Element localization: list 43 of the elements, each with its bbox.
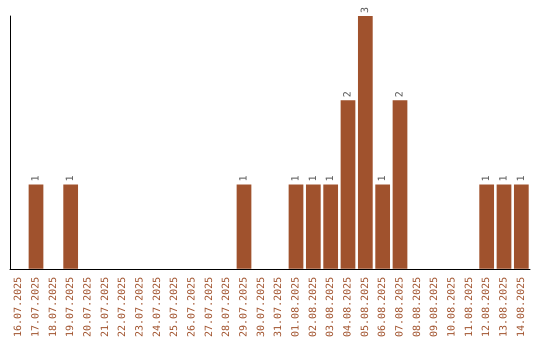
data-label: 2 xyxy=(394,91,406,98)
data-label: 1 xyxy=(30,176,42,182)
data-label: 1 xyxy=(498,176,510,182)
x-tick-label: 16.07.2025 xyxy=(13,276,24,338)
x-tick-label: 06.08.2025 xyxy=(377,276,388,338)
x-tick-label: 18.07.2025 xyxy=(48,276,59,338)
x-tick-label: 29.07.2025 xyxy=(238,276,250,338)
x-tick-label: 01.08.2025 xyxy=(290,276,302,338)
x-tick-label: 17.07.2025 xyxy=(30,276,42,338)
data-label: 1 xyxy=(325,176,336,182)
x-tick-label: 05.08.2025 xyxy=(360,276,371,338)
x-tick-label: 21.07.2025 xyxy=(100,276,111,338)
x-tick-label: 19.07.2025 xyxy=(65,276,76,338)
x-tick-label: 02.08.2025 xyxy=(308,276,319,338)
x-tick-label: 24.07.2025 xyxy=(152,276,163,338)
x-tick-label: 26.07.2025 xyxy=(186,276,198,338)
x-tick-label: 28.07.2025 xyxy=(221,276,232,338)
x-tick-label: 27.07.2025 xyxy=(204,276,215,338)
x-tick-label: 12.08.2025 xyxy=(481,276,492,338)
x-tick-label: 04.08.2025 xyxy=(342,276,354,338)
data-label: 2 xyxy=(342,91,354,98)
data-label: 3 xyxy=(360,6,371,13)
x-tick-label: 03.08.2025 xyxy=(325,276,336,338)
x-tick-label: 08.08.2025 xyxy=(412,276,423,338)
data-label: 1 xyxy=(290,176,302,182)
x-tick-label: 30.07.2025 xyxy=(256,276,267,338)
data-label: 1 xyxy=(65,176,76,182)
x-tick-label: 25.07.2025 xyxy=(169,276,180,338)
data-label: 1 xyxy=(238,176,250,182)
x-tick-label: 31.07.2025 xyxy=(273,276,284,338)
x-tick-label: 13.08.2025 xyxy=(498,276,510,338)
data-label: 1 xyxy=(481,176,492,182)
x-tick-label: 11.08.2025 xyxy=(464,276,475,338)
x-tick-label: 07.08.2025 xyxy=(394,276,406,338)
x-tick-label: 10.08.2025 xyxy=(446,276,458,338)
x-tick-label: 20.07.2025 xyxy=(82,276,94,338)
x-tick-label: 22.07.2025 xyxy=(117,276,128,338)
data-label: 1 xyxy=(377,176,388,182)
data-label: 1 xyxy=(516,176,527,182)
x-tick-label: 23.07.2025 xyxy=(134,276,146,338)
data-label: 1 xyxy=(308,176,319,182)
x-tick-label: 14.08.2025 xyxy=(516,276,527,338)
x-tick-label: 09.08.2025 xyxy=(429,276,440,338)
